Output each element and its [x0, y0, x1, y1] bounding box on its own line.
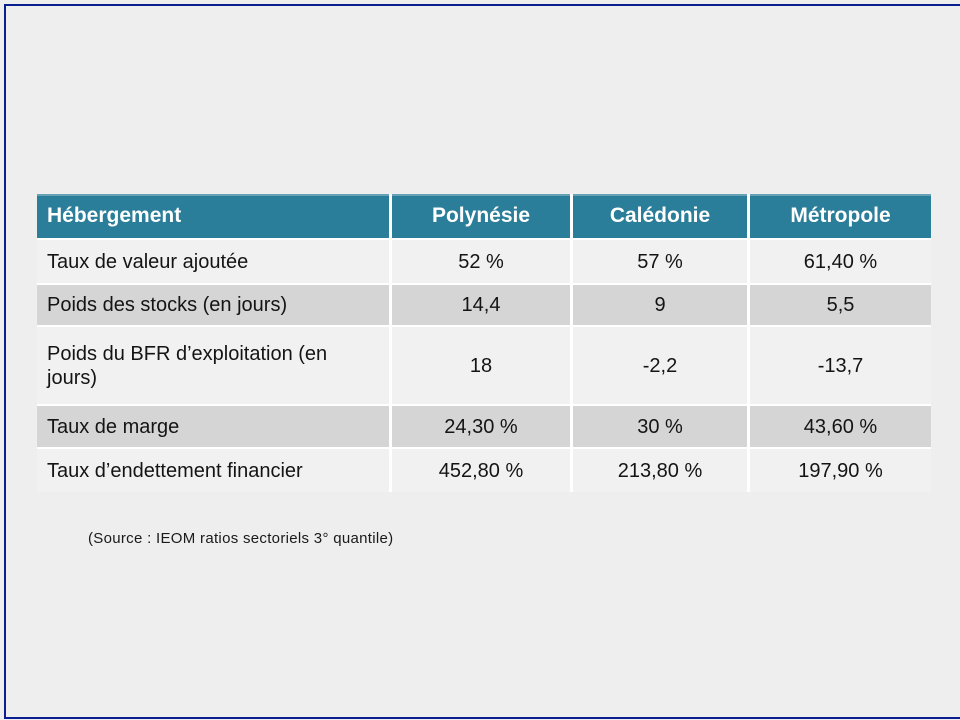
value-cell: 24,30 % [392, 406, 570, 447]
value-cell: 61,40 % [750, 240, 931, 283]
value-cell: 5,5 [750, 285, 931, 325]
value-cell: 213,80 % [573, 449, 747, 492]
value-cell: 18 [392, 327, 570, 404]
value-cell: 197,90 % [750, 449, 931, 492]
value-cell: 452,80 % [392, 449, 570, 492]
source-note: (Source : IEOM ratios sectoriels 3° quan… [88, 530, 394, 547]
value-cell: 52 % [392, 240, 570, 283]
value-cell: -13,7 [750, 327, 931, 404]
row-label-taux-marge: Taux de marge [37, 406, 389, 447]
sector-ratios-table: Hébergement Polynésie Calédonie Métropol… [37, 194, 931, 492]
table-title-cell: Hébergement [37, 194, 389, 238]
value-cell: 14,4 [392, 285, 570, 325]
row-label-poids-bfr: Poids du BFR d’exploitation (en jours) [37, 327, 389, 404]
value-cell: 30 % [573, 406, 747, 447]
column-header-polynesie: Polynésie [392, 194, 570, 238]
row-label-taux-endettement: Taux d’endettement financier [37, 449, 389, 492]
row-label-poids-stocks: Poids des stocks (en jours) [37, 285, 389, 325]
row-label-taux-valeur-ajoutee: Taux de valeur ajoutée [37, 240, 389, 283]
value-cell: -2,2 [573, 327, 747, 404]
column-header-metropole: Métropole [750, 194, 931, 238]
column-header-caledonie: Calédonie [573, 194, 747, 238]
value-cell: 9 [573, 285, 747, 325]
value-cell: 57 % [573, 240, 747, 283]
value-cell: 43,60 % [750, 406, 931, 447]
